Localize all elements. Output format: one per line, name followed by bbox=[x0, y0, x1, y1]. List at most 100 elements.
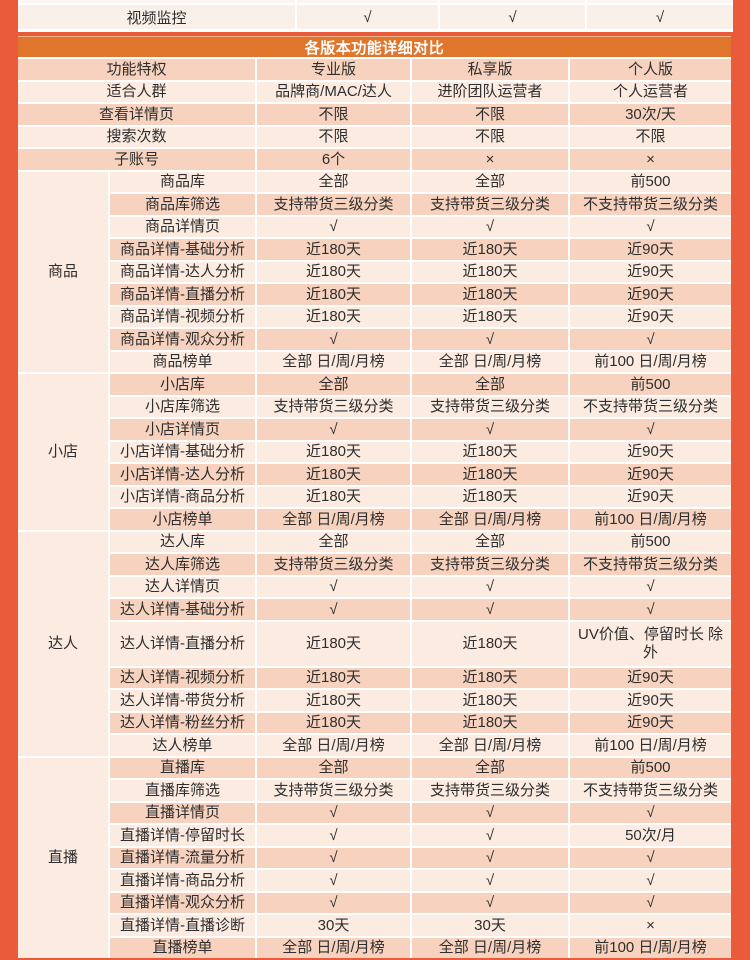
value-cell: 近90天 bbox=[570, 690, 731, 711]
value-cell: 近90天 bbox=[570, 667, 731, 688]
value-cell: 近180天 bbox=[412, 261, 568, 282]
feature-label: 视频监控 bbox=[18, 5, 295, 29]
value-cell: 前100 日/周/月榜 bbox=[570, 509, 731, 530]
value-cell: √ bbox=[570, 870, 731, 891]
feature-cell: 达人详情-粉丝分析 bbox=[110, 712, 255, 733]
value-cell: 近180天 bbox=[412, 712, 568, 733]
feature-cell: 商品详情-视频分析 bbox=[110, 306, 255, 327]
feature-cell: 商品详情-达人分析 bbox=[110, 261, 255, 282]
feature-cell: 小店详情-达人分析 bbox=[110, 464, 255, 485]
feature-cell: 达人详情-带货分析 bbox=[110, 690, 255, 711]
value-cell: 全部 日/周/月榜 bbox=[257, 937, 410, 958]
value-cell: 近90天 bbox=[570, 486, 731, 507]
value-cell: √ bbox=[257, 847, 410, 868]
value-cell: 30天 bbox=[257, 915, 410, 936]
value-cell: × bbox=[570, 149, 731, 170]
value-cell: 近180天 bbox=[257, 441, 410, 462]
value-cell: 近180天 bbox=[257, 239, 410, 260]
value-cell: 全部 bbox=[412, 374, 568, 395]
group-cell-3: 直播 bbox=[18, 757, 108, 958]
feature-cell: 商品详情-直播分析 bbox=[110, 284, 255, 305]
value-cell: 全部 日/周/月榜 bbox=[412, 937, 568, 958]
value-cell: √ bbox=[412, 847, 568, 868]
feature-cell: 查看详情页 bbox=[18, 104, 255, 125]
feature-cell: 达人榜单 bbox=[110, 735, 255, 756]
value-cell: 近180天 bbox=[412, 486, 568, 507]
value-cell: 近180天 bbox=[257, 667, 410, 688]
value-cell: 全部 bbox=[257, 171, 410, 192]
table-title: 各版本功能详细对比 bbox=[18, 36, 731, 57]
value-cell: 支持带货三级分类 bbox=[412, 396, 568, 417]
value-cell: 近90天 bbox=[570, 284, 731, 305]
value-cell: 近180天 bbox=[257, 284, 410, 305]
value-cell: 6个 bbox=[257, 149, 410, 170]
feature-cell: 直播详情页 bbox=[110, 802, 255, 823]
value-cell: 全部 日/周/月榜 bbox=[257, 351, 410, 372]
value-cell: 前100 日/周/月榜 bbox=[570, 735, 731, 756]
value-cell: 不支持带货三级分类 bbox=[570, 554, 731, 575]
value-cell: √ bbox=[570, 419, 731, 440]
value-cell: 近180天 bbox=[257, 486, 410, 507]
value-cell: 支持带货三级分类 bbox=[257, 780, 410, 801]
feature-cell: 达人详情-基础分析 bbox=[110, 599, 255, 620]
group-cell-2: 达人 bbox=[18, 531, 108, 756]
check-mark: √ bbox=[440, 5, 585, 29]
cutoff-row-sliver bbox=[587, 0, 733, 3]
value-cell: 不限 bbox=[412, 104, 568, 125]
value-cell: √ bbox=[570, 576, 731, 597]
value-cell: 近180天 bbox=[257, 464, 410, 485]
value-cell: 近180天 bbox=[412, 690, 568, 711]
value-cell: × bbox=[570, 915, 731, 936]
value-cell: 不限 bbox=[570, 126, 731, 147]
feature-cell: 直播详情-商品分析 bbox=[110, 870, 255, 891]
value-cell: √ bbox=[257, 825, 410, 846]
feature-cell: 达人库筛选 bbox=[110, 554, 255, 575]
value-cell: 近180天 bbox=[412, 306, 568, 327]
value-cell: 支持带货三级分类 bbox=[257, 554, 410, 575]
value-cell: 近90天 bbox=[570, 239, 731, 260]
value-cell: 50次/月 bbox=[570, 825, 731, 846]
check-mark: √ bbox=[297, 5, 438, 29]
value-cell: 个人运营者 bbox=[570, 81, 731, 102]
value-cell: √ bbox=[257, 216, 410, 237]
value-cell: UV价值、停留时长 除外 bbox=[570, 621, 731, 666]
value-cell: 近90天 bbox=[570, 712, 731, 733]
cutoff-row-sliver bbox=[18, 0, 295, 3]
value-cell: 全部 bbox=[257, 531, 410, 552]
value-cell: √ bbox=[570, 802, 731, 823]
value-cell: √ bbox=[257, 802, 410, 823]
value-cell: √ bbox=[570, 847, 731, 868]
value-cell: 支持带货三级分类 bbox=[412, 554, 568, 575]
group-cell-1: 小店 bbox=[18, 374, 108, 530]
value-cell: 前100 日/周/月榜 bbox=[570, 351, 731, 372]
feature-cell: 商品榜单 bbox=[110, 351, 255, 372]
feature-cell: 商品详情-基础分析 bbox=[110, 239, 255, 260]
value-cell: √ bbox=[412, 802, 568, 823]
value-cell: √ bbox=[257, 576, 410, 597]
feature-cell: 达人详情-直播分析 bbox=[110, 621, 255, 666]
feature-cell: 直播库 bbox=[110, 757, 255, 778]
value-cell: 支持带货三级分类 bbox=[412, 194, 568, 215]
value-cell: 前100 日/周/月榜 bbox=[570, 937, 731, 958]
value-cell: 进阶团队运营者 bbox=[412, 81, 568, 102]
feature-cell: 小店详情-商品分析 bbox=[110, 486, 255, 507]
value-cell: 近180天 bbox=[412, 441, 568, 462]
value-cell: 品牌商/MAC/达人 bbox=[257, 81, 410, 102]
value-cell: √ bbox=[570, 216, 731, 237]
comparison-table: 各版本功能详细对比 商品 小店 达人 直播 功能特权 专业版 私享版 个人版 适合人群 品牌商/M… bbox=[18, 36, 731, 958]
value-cell: √ bbox=[257, 419, 410, 440]
value-cell: 全部 bbox=[412, 531, 568, 552]
value-cell: 近180天 bbox=[257, 690, 410, 711]
value-cell: 前500 bbox=[570, 757, 731, 778]
value-cell: 不支持带货三级分类 bbox=[570, 780, 731, 801]
feature-cell: 小店库 bbox=[110, 374, 255, 395]
value-cell: 近90天 bbox=[570, 261, 731, 282]
feature-cell: 小店榜单 bbox=[110, 509, 255, 530]
value-cell: 前500 bbox=[570, 531, 731, 552]
value-cell: 不限 bbox=[257, 126, 410, 147]
header-feature-cell: 功能特权 bbox=[18, 59, 255, 80]
value-cell: 近90天 bbox=[570, 441, 731, 462]
value-cell: √ bbox=[257, 599, 410, 620]
value-cell: 全部 日/周/月榜 bbox=[412, 735, 568, 756]
